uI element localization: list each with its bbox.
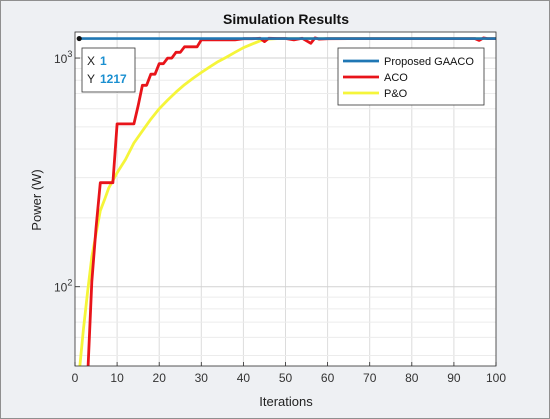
x-tick-label: 50 [279,371,293,385]
data-tip-x-label: X [87,54,95,68]
x-tick-label: 90 [447,371,461,385]
x-tick-label: 0 [72,371,79,385]
y-tick-label: 103 [54,49,72,66]
data-tip-box[interactable] [81,47,136,93]
y-tick-base: 10 [54,281,68,295]
data-tip-y-label: Y [87,72,95,86]
data-tip-y-value: 1217 [100,72,127,86]
legend-label: P&O [384,88,408,100]
y-axis-label: Power (W) [29,169,44,230]
data-tip-x-value: 1 [100,54,107,68]
x-tick-label: 60 [321,371,335,385]
x-tick-label: 20 [153,371,167,385]
x-tick-label: 40 [237,371,251,385]
x-tick-label: 80 [405,371,419,385]
y-tick-exponent: 2 [67,278,72,288]
legend: Proposed GAACO ACO P&O [337,47,485,106]
y-tick-base: 10 [54,52,68,66]
y-tick-label: 102 [54,278,72,295]
data-tip[interactable]: X 1 Y 1217 [76,35,136,93]
chart-title: Simulation Results [223,11,349,27]
data-tip-marker[interactable] [76,35,82,42]
x-tick-label: 100 [486,371,506,385]
legend-label: ACO [384,72,408,84]
x-tick-label: 30 [195,371,209,385]
x-tick-label: 70 [363,371,377,385]
x-axis-label: Iterations [259,394,313,409]
legend-label: Proposed GAACO [384,56,474,68]
y-tick-exponent: 3 [67,49,72,59]
series-layer [77,36,496,366]
x-tick-label: 10 [110,371,124,385]
